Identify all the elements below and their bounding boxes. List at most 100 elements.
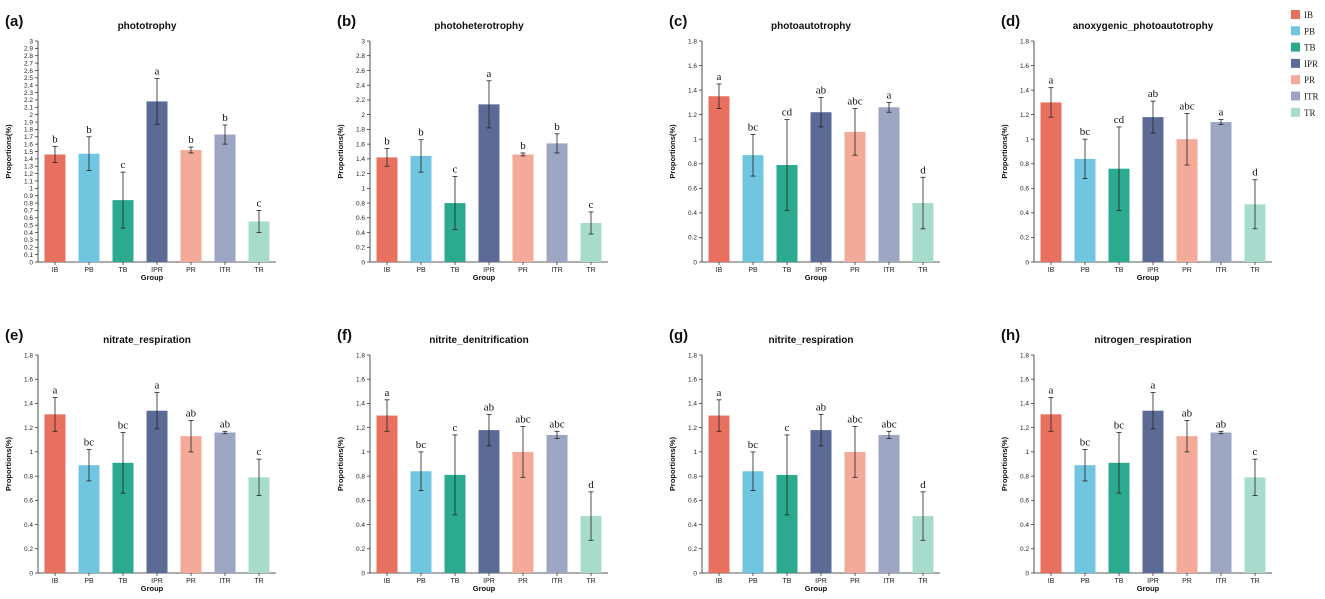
significance-label: b	[520, 140, 526, 152]
x-tick-label: TB	[783, 578, 792, 585]
y-tick-label: 2.4	[24, 83, 33, 90]
significance-label: cd	[1114, 114, 1125, 126]
y-tick-label: 1.2	[1020, 112, 1029, 119]
x-tick-label: IB	[716, 267, 723, 274]
y-tick-label: 0.2	[1020, 235, 1029, 242]
x-tick-label: TB	[1115, 267, 1124, 274]
bar	[1244, 204, 1266, 262]
bar	[44, 154, 66, 262]
bar	[844, 451, 866, 573]
bar	[776, 474, 798, 573]
significance-label: b	[86, 124, 92, 136]
significance-label: cd	[782, 107, 793, 119]
bar	[742, 155, 764, 262]
legend-label: TB	[1304, 43, 1316, 53]
y-tick-label: 1.4	[356, 401, 365, 408]
bar	[878, 107, 900, 262]
significance-label: a	[887, 89, 892, 101]
y-tick-label: 0	[29, 259, 33, 266]
legend-item: ITR	[1291, 91, 1319, 102]
y-tick-label: 0.8	[356, 473, 365, 480]
bar	[410, 155, 432, 262]
x-tick-label: ITR	[551, 267, 562, 274]
legend-item: IPR	[1291, 58, 1318, 69]
bar	[742, 471, 764, 573]
y-tick-label: 0	[361, 570, 365, 577]
significance-label: abc	[847, 413, 862, 425]
significance-label: b	[222, 112, 228, 124]
bar	[810, 112, 832, 262]
x-axis-title: Group	[805, 273, 828, 282]
legend-label: PR	[1304, 75, 1315, 85]
x-tick-label: TB	[783, 267, 792, 274]
chart-panel: (a) phototrophy 00.10.20.30.40.50.60.70.80…	[4, 13, 276, 282]
bar	[410, 471, 432, 573]
x-tick-label: PB	[748, 267, 758, 274]
y-tick-label: 1.2	[1020, 425, 1029, 432]
y-tick-label: 1.6	[24, 377, 33, 384]
y-tick-label: 0	[29, 570, 33, 577]
chart-title: phototrophy	[118, 21, 177, 32]
y-tick-label: 0.8	[24, 200, 33, 207]
y-tick-label: 0.6	[1020, 498, 1029, 505]
y-tick-label: 1.6	[1020, 63, 1029, 70]
bar	[912, 516, 934, 573]
y-tick-label: 1	[1025, 449, 1029, 456]
y-axis-title: Proportions(%)	[336, 436, 345, 491]
significance-label: d	[588, 479, 594, 491]
y-tick-label: 0.6	[688, 186, 697, 193]
bar	[214, 432, 236, 573]
significance-label: c	[257, 446, 262, 458]
y-tick-label: 1.2	[356, 425, 365, 432]
chart-panel: (g) nitrite_respiration 0 0.2 0.4 0.6 0.8 1 1.2 1…	[668, 327, 940, 593]
bar	[580, 516, 602, 573]
significance-label: c	[1253, 446, 1258, 458]
significance-label: abc	[549, 418, 564, 430]
bar	[248, 477, 270, 573]
y-tick-label: 0.8	[1020, 473, 1029, 480]
y-tick-label: 1	[361, 186, 365, 193]
y-axis-title: Proportions(%)	[336, 124, 345, 179]
bar	[444, 203, 466, 262]
bar	[78, 153, 100, 262]
panel-label: (h)	[1001, 327, 1020, 344]
y-tick-label: 1.6	[356, 377, 365, 384]
x-tick-label: PB	[1080, 578, 1090, 585]
significance-label: a	[487, 68, 492, 80]
x-tick-label: ITR	[551, 578, 562, 585]
bar	[180, 436, 202, 573]
x-tick-label: ITR	[219, 578, 230, 585]
panel-label: (b)	[337, 13, 356, 30]
bar	[546, 143, 568, 262]
y-tick-label: 0.6	[24, 215, 33, 222]
x-axis-title: Group	[141, 584, 164, 593]
x-tick-label: PR	[186, 578, 196, 585]
y-tick-label: 1.4	[24, 156, 33, 163]
x-tick-label: PB	[84, 267, 94, 274]
x-tick-label: IPR	[483, 267, 495, 274]
y-tick-label: 1.1	[24, 178, 33, 185]
bar	[1108, 168, 1130, 262]
bar	[580, 222, 602, 262]
significance-label: abc	[881, 418, 896, 430]
x-tick-label: IPR	[1147, 267, 1159, 274]
x-tick-label: PR	[1182, 267, 1192, 274]
legend-item: TR	[1291, 107, 1316, 118]
bar	[512, 154, 534, 262]
y-tick-label: 0.6	[1020, 186, 1029, 193]
bar	[444, 474, 466, 573]
y-tick-label: 0.4	[356, 230, 365, 237]
y-tick-label: 0.2	[24, 245, 33, 252]
bar	[376, 157, 398, 262]
y-tick-label: 1.4	[688, 87, 697, 94]
y-tick-label: 2.6	[356, 68, 365, 75]
x-tick-label: PR	[518, 267, 528, 274]
y-tick-label: 0.6	[24, 498, 33, 505]
x-tick-label: IB	[716, 578, 723, 585]
x-tick-label: TR	[1250, 578, 1259, 585]
x-tick-label: TR	[254, 578, 263, 585]
legend-swatch	[1291, 26, 1300, 36]
y-tick-label: 0.4	[1020, 522, 1029, 529]
significance-label: b	[554, 121, 560, 133]
chart-title: nitrogen_respiration	[1094, 335, 1191, 346]
